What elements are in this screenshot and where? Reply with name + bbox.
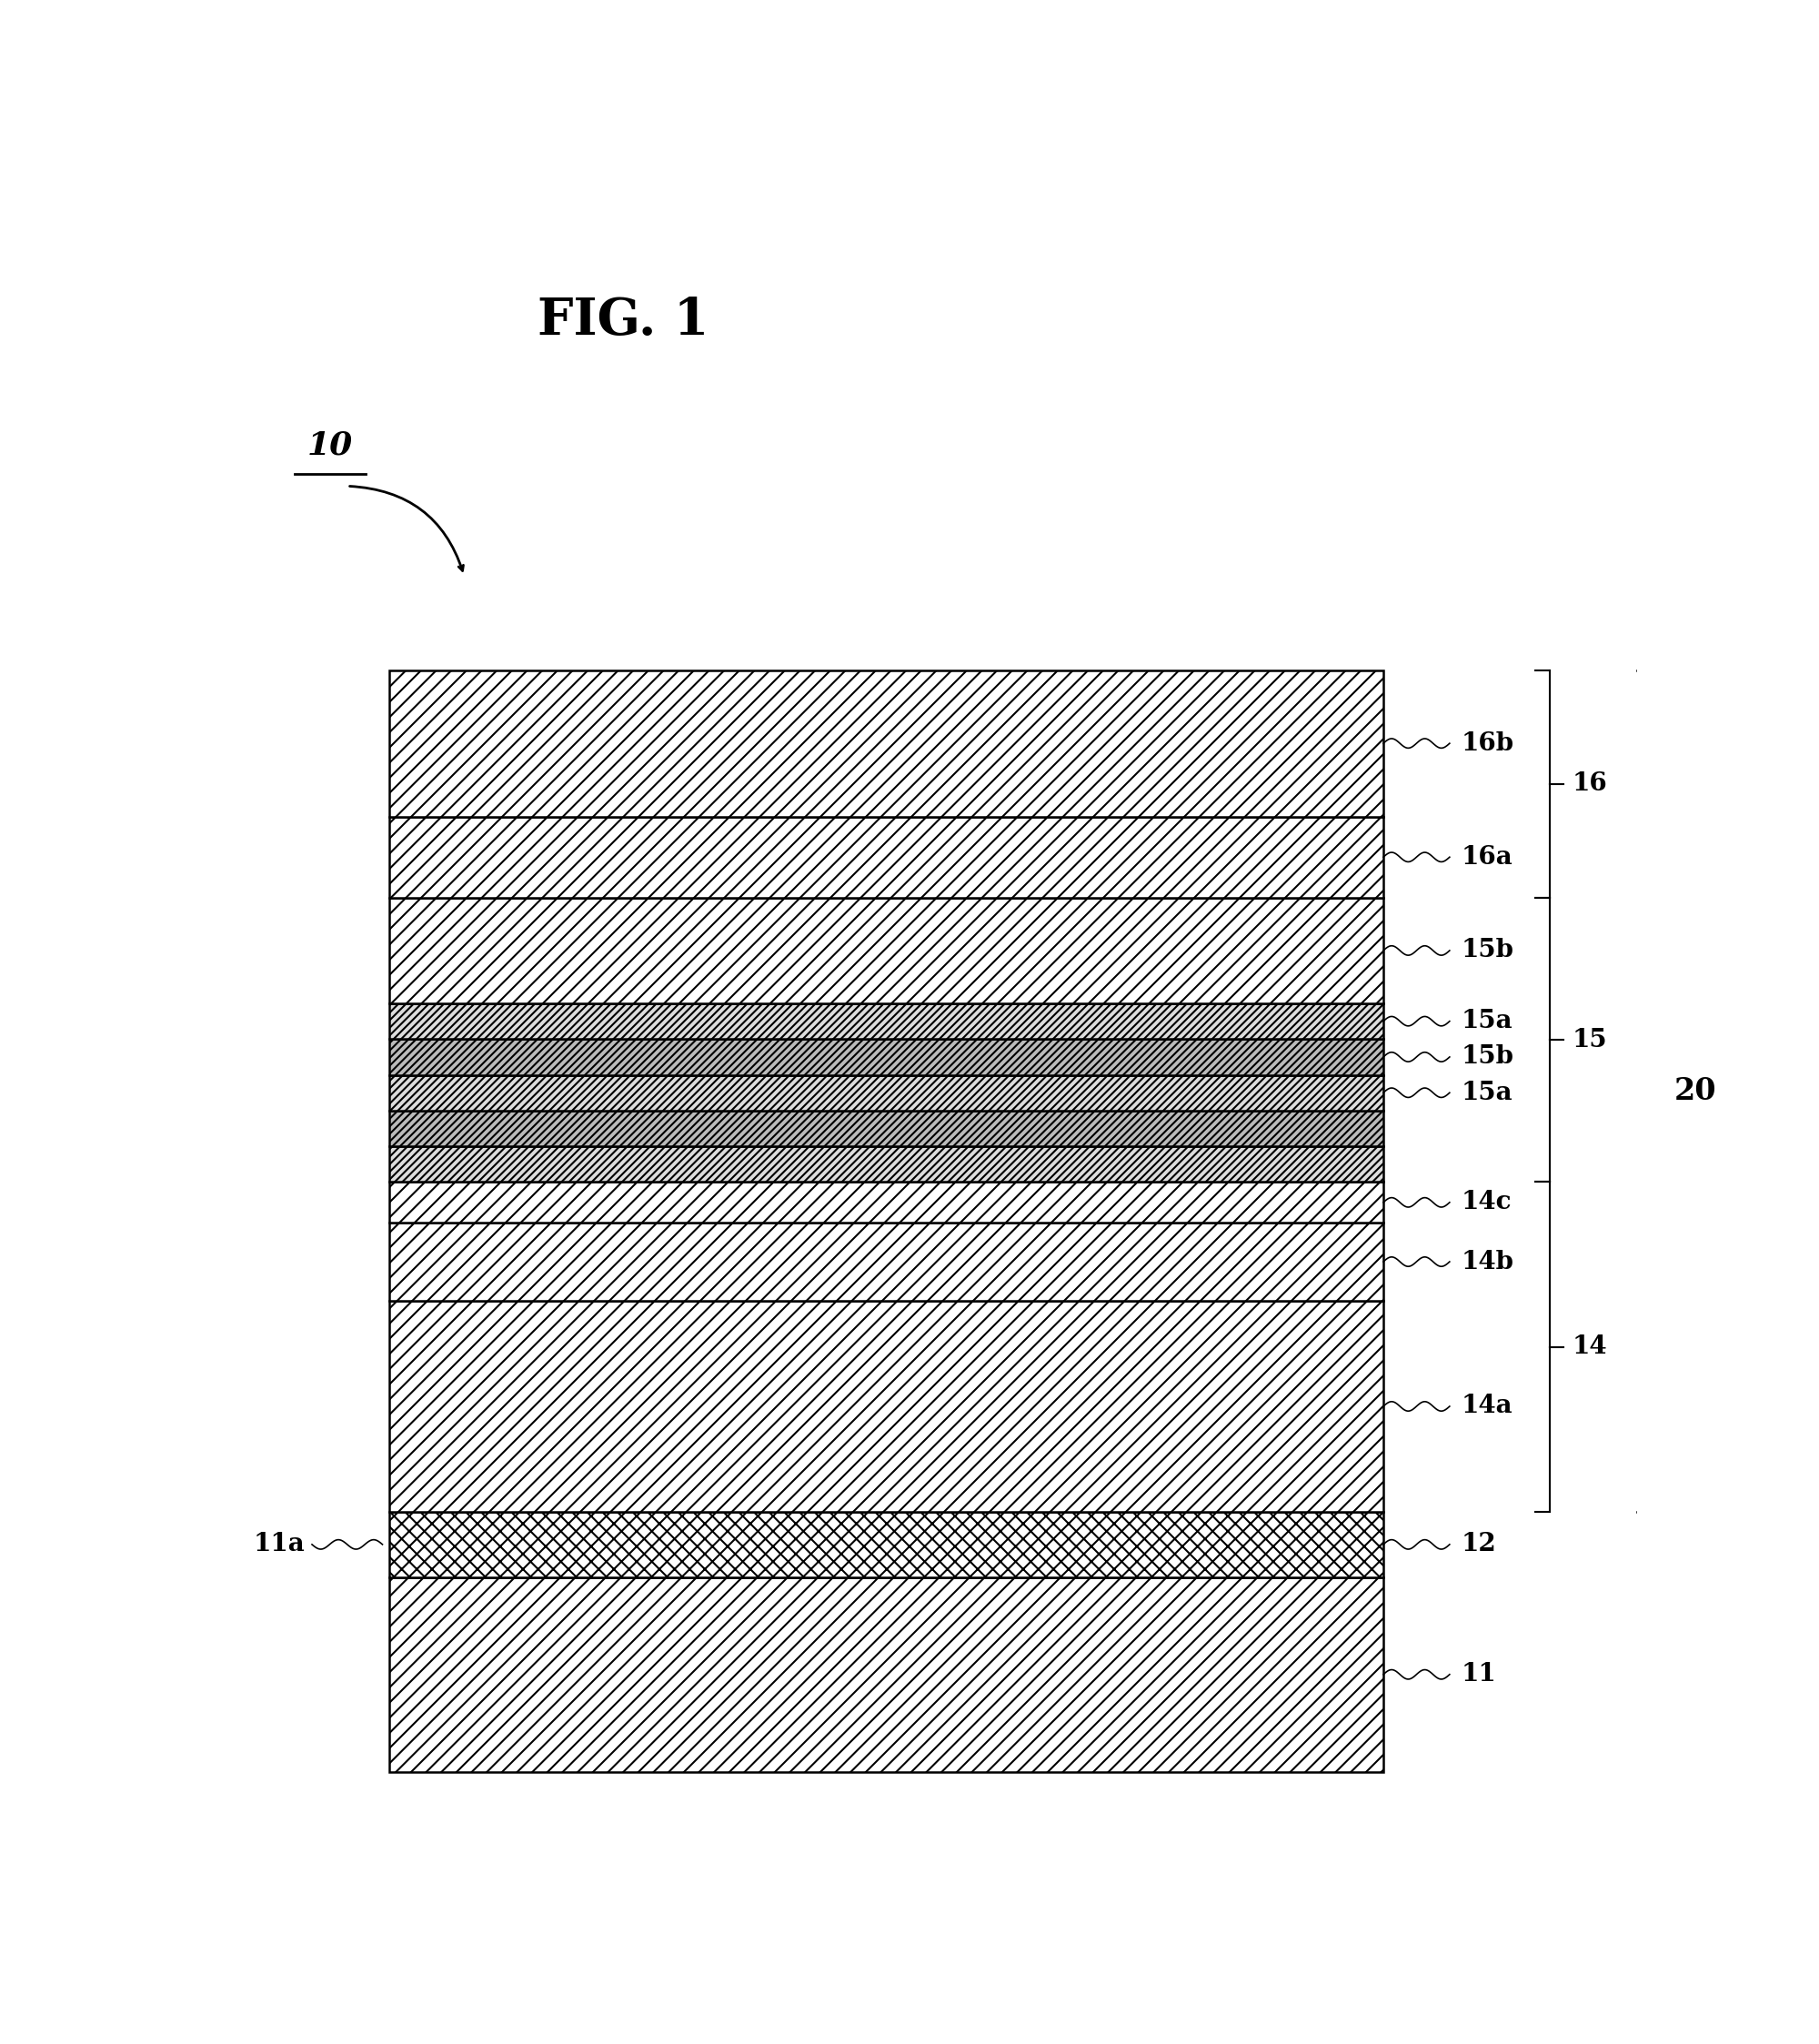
Bar bbox=[389, 1578, 1384, 1772]
Bar bbox=[389, 1110, 1384, 1147]
Text: 15b: 15b bbox=[1461, 1044, 1513, 1069]
Bar bbox=[389, 1075, 1384, 1110]
Text: 10: 10 bbox=[307, 429, 353, 460]
Text: 16b: 16b bbox=[1461, 732, 1513, 756]
Bar bbox=[389, 1181, 1384, 1222]
Text: FIG. 1: FIG. 1 bbox=[538, 296, 709, 345]
Text: 15: 15 bbox=[1572, 1028, 1608, 1053]
Text: 12: 12 bbox=[1461, 1533, 1495, 1558]
Text: 14c: 14c bbox=[1461, 1190, 1512, 1214]
Bar bbox=[389, 1004, 1384, 1038]
Bar bbox=[389, 1038, 1384, 1075]
Text: 16: 16 bbox=[1572, 773, 1608, 797]
Text: 15a: 15a bbox=[1461, 1010, 1512, 1034]
Text: 11a: 11a bbox=[253, 1533, 306, 1558]
Text: 11: 11 bbox=[1461, 1662, 1495, 1686]
Bar bbox=[389, 1147, 1384, 1181]
Text: 14a: 14a bbox=[1461, 1394, 1512, 1419]
Text: 15b: 15b bbox=[1461, 938, 1513, 963]
Text: 14: 14 bbox=[1572, 1335, 1608, 1359]
Bar bbox=[389, 1513, 1384, 1578]
Text: 16a: 16a bbox=[1461, 844, 1513, 869]
Bar bbox=[389, 1222, 1384, 1300]
Bar bbox=[389, 897, 1384, 1004]
Bar bbox=[389, 816, 1384, 897]
Bar bbox=[389, 1300, 1384, 1513]
Bar bbox=[389, 670, 1384, 816]
Text: 20: 20 bbox=[1673, 1075, 1715, 1106]
Text: 14b: 14b bbox=[1461, 1249, 1513, 1273]
Text: 15a: 15a bbox=[1461, 1081, 1512, 1106]
